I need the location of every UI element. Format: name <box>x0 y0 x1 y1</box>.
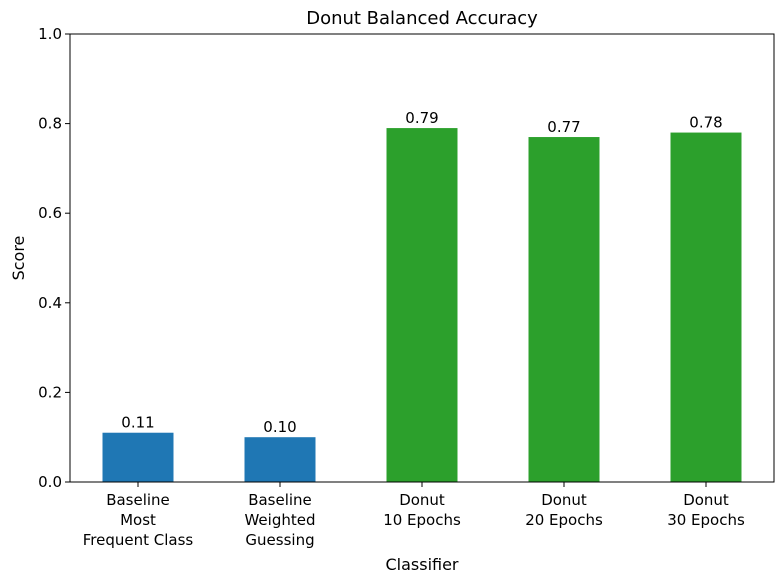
bar <box>386 128 458 482</box>
y-tick-label: 1.0 <box>38 25 62 43</box>
y-tick-label: 0.8 <box>38 115 62 133</box>
bar <box>102 432 174 482</box>
x-tick-label: Weighted <box>244 511 315 529</box>
y-axis-label: Score <box>9 236 28 281</box>
y-axis-ticks: 0.0 0.2 0.4 0.6 0.8 1.0 <box>38 25 70 491</box>
bar <box>244 437 316 482</box>
value-labels-group: 0.11 0.10 0.79 0.77 0.78 <box>121 109 722 436</box>
y-tick-label: 0.6 <box>38 204 62 222</box>
y-tick-label: 0.2 <box>38 383 62 401</box>
bar <box>528 137 600 483</box>
bar-value-label: 0.79 <box>405 109 438 127</box>
x-tick-label: Donut <box>541 491 587 509</box>
x-tick-label: Baseline <box>248 491 312 509</box>
x-tick-label: Donut <box>683 491 729 509</box>
bars-group <box>102 128 742 483</box>
bar-value-label: 0.78 <box>689 114 722 132</box>
chart-title: Donut Balanced Accuracy <box>306 8 538 29</box>
x-tick-label: Most <box>120 511 156 529</box>
y-tick-label: 0.0 <box>38 473 62 491</box>
x-tick-label: Guessing <box>245 531 314 549</box>
plot-frame <box>69 33 775 483</box>
x-tick-label: Baseline <box>106 491 170 509</box>
x-tick-label: 30 Epochs <box>667 511 745 529</box>
bar-value-label: 0.11 <box>121 414 154 432</box>
x-axis-ticks: Baseline Most Frequent Class Baseline Weight… <box>83 482 745 549</box>
bar-value-label: 0.77 <box>547 118 580 136</box>
bar <box>670 132 742 482</box>
y-tick-label: 0.4 <box>38 294 62 312</box>
bar-value-label: 0.10 <box>263 418 296 436</box>
x-tick-label: Frequent Class <box>83 531 194 549</box>
x-axis-label: Classifier <box>385 555 458 574</box>
x-tick-label: 10 Epochs <box>383 511 461 529</box>
x-tick-label: 20 Epochs <box>525 511 603 529</box>
x-tick-label: Donut <box>399 491 445 509</box>
